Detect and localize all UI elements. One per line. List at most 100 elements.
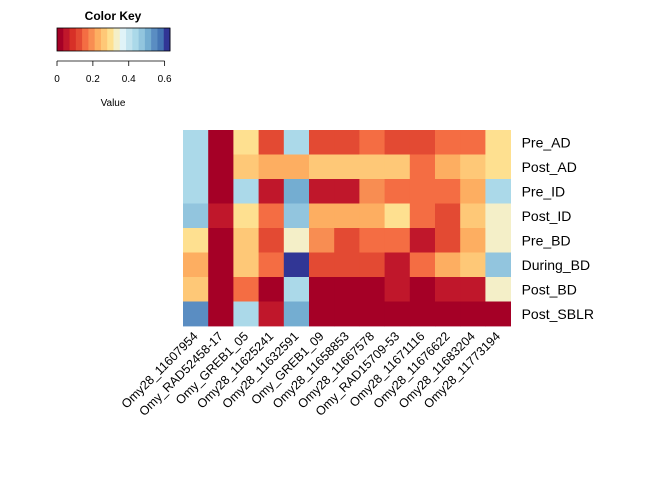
heatmap-cell	[460, 203, 486, 229]
heatmap-cell	[208, 252, 234, 278]
color-key-swatch	[163, 28, 171, 51]
heatmap-cell	[233, 301, 259, 327]
row-labels: Pre_AD Post_AD Pre_ID Post_ID Pre_BD During_B…	[522, 134, 594, 322]
heatmap-cell	[460, 277, 486, 302]
heatmap-cell	[208, 179, 234, 204]
heatmap-cell	[283, 203, 310, 229]
color-key-title: Color Key	[85, 9, 142, 23]
heatmap-cell	[409, 301, 436, 327]
row-label: Post_BD	[522, 281, 577, 297]
heatmap-cell	[309, 228, 335, 253]
heatmap-cell	[384, 252, 411, 278]
color-key-xlabel: Value	[101, 98, 126, 109]
heatmap-cell	[334, 179, 360, 204]
heatmap-cell	[283, 130, 310, 155]
heatmap-cell	[334, 154, 360, 180]
heatmap-cell	[233, 130, 259, 155]
color-key-tick-label: 0.4	[122, 74, 136, 85]
heatmap-cell	[359, 203, 385, 229]
heatmap-cell	[309, 277, 335, 302]
heatmap-cell	[435, 203, 461, 229]
heatmap-cell	[485, 203, 511, 229]
heatmap-cell	[485, 252, 511, 278]
heatmap-cell	[485, 301, 511, 327]
row-label: Post_ID	[522, 208, 572, 224]
heatmap-cell	[334, 228, 360, 253]
heatmap-cell	[384, 277, 411, 302]
heatmap-cells	[183, 130, 511, 327]
heatmap-cell	[208, 277, 234, 302]
heatmap-cell	[183, 301, 209, 327]
heatmap-cell	[359, 277, 385, 302]
heatmap-cell	[359, 301, 385, 327]
heatmap-cell	[334, 130, 360, 155]
heatmap-cell	[233, 252, 259, 278]
color-key-swatch	[132, 28, 140, 51]
heatmap-cell	[384, 203, 411, 229]
heatmap-cell	[258, 203, 285, 229]
color-key-swatch	[126, 28, 133, 51]
heatmap-cell	[258, 228, 285, 253]
heatmap-cell	[409, 154, 436, 180]
heatmap-cell	[258, 130, 285, 155]
heatmap-cell	[359, 179, 385, 204]
heatmap-cell	[460, 130, 486, 155]
heatmap-cell	[409, 252, 436, 278]
row-label: During_BD	[522, 257, 590, 273]
heatmap-cell	[309, 154, 335, 180]
row-label: Post_SBLR	[522, 306, 594, 322]
heatmap-cell	[283, 252, 310, 278]
heatmap-cell	[309, 252, 335, 278]
heatmap-cell	[183, 252, 209, 278]
heatmap-cell	[183, 130, 209, 155]
heatmap-cell	[409, 228, 436, 253]
heatmap-cell	[183, 154, 209, 180]
heatmap-cell	[485, 130, 511, 155]
heatmap-cell	[309, 130, 335, 155]
heatmap-cell	[183, 203, 209, 229]
color-key-swatch	[144, 28, 152, 51]
heatmap-cell	[283, 301, 310, 327]
heatmap-cell	[384, 154, 411, 180]
heatmap-cell	[409, 130, 436, 155]
color-key-swatch	[69, 28, 77, 51]
heatmap-cell	[208, 203, 234, 229]
heatmap-cell	[233, 179, 259, 204]
heatmap-cell	[384, 301, 411, 327]
color-key-swatch	[100, 28, 108, 51]
heatmap-cell	[460, 301, 486, 327]
color-key-swatch	[63, 28, 71, 51]
color-key-ticks: 0 0.2 0.4 0.6	[54, 60, 172, 85]
heatmap-cell	[283, 179, 310, 204]
color-key-swatch	[151, 28, 158, 51]
heatmap-cell	[233, 203, 259, 229]
heatmap-cell	[258, 252, 285, 278]
heatmap-cell	[384, 130, 411, 155]
heatmap-cell	[359, 130, 385, 155]
row-label: Post_AD	[522, 159, 577, 175]
color-key-swatch	[113, 28, 121, 51]
color-key-tick-label: 0	[54, 74, 60, 85]
heatmap-cell	[435, 130, 461, 155]
heatmap-cell	[283, 277, 310, 302]
heatmap-cell	[258, 154, 285, 180]
color-key-swatch	[88, 28, 96, 51]
heatmap-cell	[309, 301, 335, 327]
heatmap-cell	[334, 252, 360, 278]
color-key: Color Key 0 0.2 0.4 0.6 Value	[54, 9, 172, 109]
heatmap-cell	[485, 154, 511, 180]
heatmap-cell	[183, 277, 209, 302]
heatmap-cell	[334, 277, 360, 302]
color-key-tick-label: 0.2	[86, 74, 100, 85]
heatmap-cell	[409, 179, 436, 204]
heatmap-cell	[334, 301, 360, 327]
heatmap-cell	[485, 179, 511, 204]
heatmap-cell	[359, 228, 385, 253]
row-label: Pre_ID	[522, 183, 566, 199]
heatmap-cell	[258, 179, 285, 204]
color-key-swatch	[157, 28, 165, 51]
heatmap-cell	[334, 203, 360, 229]
heatmap-cell	[435, 179, 461, 204]
heatmap-cell	[435, 252, 461, 278]
